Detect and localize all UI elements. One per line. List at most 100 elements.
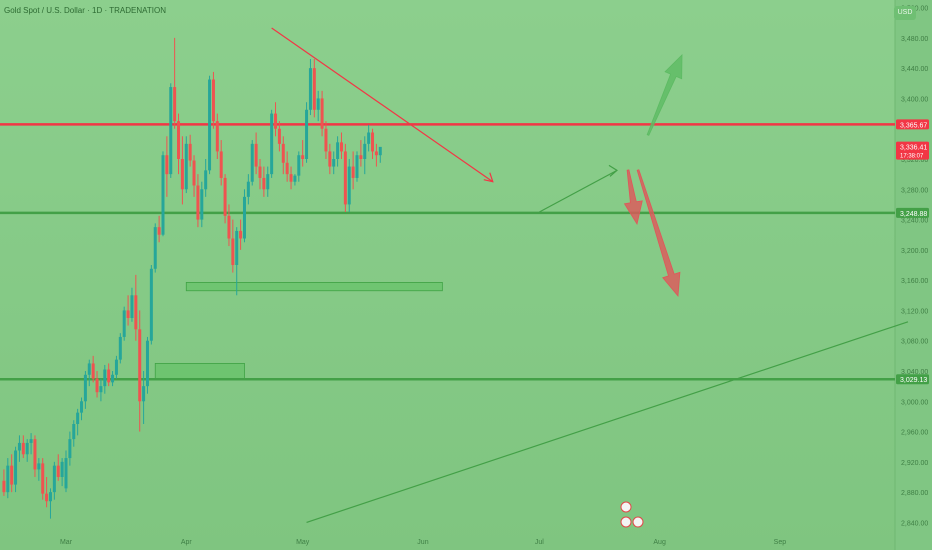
price-label-text: 3,029.13 xyxy=(900,377,927,384)
candle-body xyxy=(103,369,107,387)
candle-body xyxy=(60,461,64,477)
candle-body xyxy=(10,465,14,485)
candle-body xyxy=(87,363,91,375)
candle-body xyxy=(254,143,258,167)
x-tick-label: Jul xyxy=(535,539,544,546)
candle-body xyxy=(177,121,181,159)
candle-body xyxy=(145,340,149,387)
candle-body xyxy=(223,177,227,216)
price-label-tag xyxy=(896,207,929,218)
candle-body xyxy=(153,227,157,269)
candle-body xyxy=(45,493,49,502)
candle-body xyxy=(21,442,25,455)
candle-body xyxy=(343,151,347,205)
candle-body xyxy=(52,465,56,493)
candle-body xyxy=(126,310,130,318)
candle-body xyxy=(312,68,316,110)
candle-body xyxy=(56,465,60,477)
candle-body xyxy=(188,143,192,161)
candle-body xyxy=(281,143,285,163)
candle-body xyxy=(114,359,118,375)
candle-body xyxy=(134,295,138,330)
candle-body xyxy=(231,238,235,265)
candle-body xyxy=(363,143,367,159)
candle-body xyxy=(130,295,134,318)
y-tick-label: 2,920.00 xyxy=(901,460,928,467)
x-tick-label: May xyxy=(296,539,310,546)
candle-body xyxy=(378,146,382,156)
candle-body xyxy=(289,174,293,182)
red-trend-arrowhead xyxy=(483,172,494,183)
candle-body xyxy=(192,160,196,186)
candle-body xyxy=(347,166,351,205)
candle-body xyxy=(2,480,6,493)
candle-body xyxy=(277,128,281,144)
candle-body xyxy=(95,378,99,393)
y-tick-label: 3,240.00 xyxy=(901,218,928,225)
candle-body xyxy=(6,465,10,493)
currency-badge[interactable]: USD xyxy=(894,6,916,20)
candle-body xyxy=(297,155,301,176)
candle-body xyxy=(169,87,173,175)
candle-body xyxy=(64,458,68,489)
candle-body xyxy=(107,369,111,383)
x-tick-label: Aug xyxy=(653,539,666,546)
candle-body xyxy=(76,412,80,424)
bearish-projection-arrow xyxy=(636,169,681,298)
candle-body xyxy=(37,463,41,470)
y-tick-label: 3,040.00 xyxy=(901,369,928,376)
y-tick-label: 3,320.00 xyxy=(901,157,928,164)
y-tick-label: 3,480.00 xyxy=(901,36,928,43)
event-flag-icon xyxy=(620,516,632,528)
y-tick-label: 3,160.00 xyxy=(901,278,928,285)
candle-body xyxy=(219,151,223,178)
short-bearish-arrow xyxy=(623,169,643,226)
candle-body xyxy=(351,166,355,178)
candle-body xyxy=(83,374,87,402)
candle-body xyxy=(72,424,76,440)
candle-body xyxy=(266,174,270,190)
candle-body xyxy=(339,142,343,152)
candle-body xyxy=(324,128,328,152)
candle-body xyxy=(122,310,126,337)
candle-body xyxy=(235,230,239,265)
candle-body xyxy=(161,155,165,235)
candle-body xyxy=(204,170,208,190)
y-tick-label: 3,200.00 xyxy=(901,248,928,255)
candle-body xyxy=(328,151,332,167)
candle-body xyxy=(359,155,363,159)
y-tick-label: 3,080.00 xyxy=(901,339,928,346)
trendline xyxy=(306,321,909,523)
price-label-tag xyxy=(896,141,929,160)
y-tick-label: 3,000.00 xyxy=(901,399,928,406)
price-label-tag xyxy=(896,374,929,385)
trendline xyxy=(539,169,618,213)
candle-body xyxy=(17,442,21,451)
candle-body xyxy=(180,159,184,190)
y-tick-label: 3,400.00 xyxy=(901,96,928,103)
candle-body xyxy=(111,374,115,383)
candle-body xyxy=(138,329,142,402)
candle-body xyxy=(211,79,215,122)
candle-body xyxy=(371,132,375,152)
x-tick-label: Mar xyxy=(60,539,73,546)
candle-body xyxy=(215,121,219,152)
candle-body xyxy=(274,113,278,129)
candle-body xyxy=(149,268,153,341)
candle-body xyxy=(270,113,274,175)
price-label-text: 3,365.67 xyxy=(900,122,927,129)
candle-body xyxy=(118,336,122,360)
price-label-tag xyxy=(896,119,929,130)
candle-body xyxy=(332,159,336,167)
bullish-projection-arrow xyxy=(646,54,683,136)
candle-body xyxy=(14,450,18,485)
price-label-countdown: 17:38:07 xyxy=(900,154,924,160)
candle-body xyxy=(41,463,45,494)
candle-body xyxy=(305,109,309,159)
candle-body xyxy=(227,215,231,239)
y-tick-label: 3,280.00 xyxy=(901,187,928,194)
support-zone xyxy=(185,282,443,292)
green-trend-arrowhead xyxy=(608,164,618,177)
